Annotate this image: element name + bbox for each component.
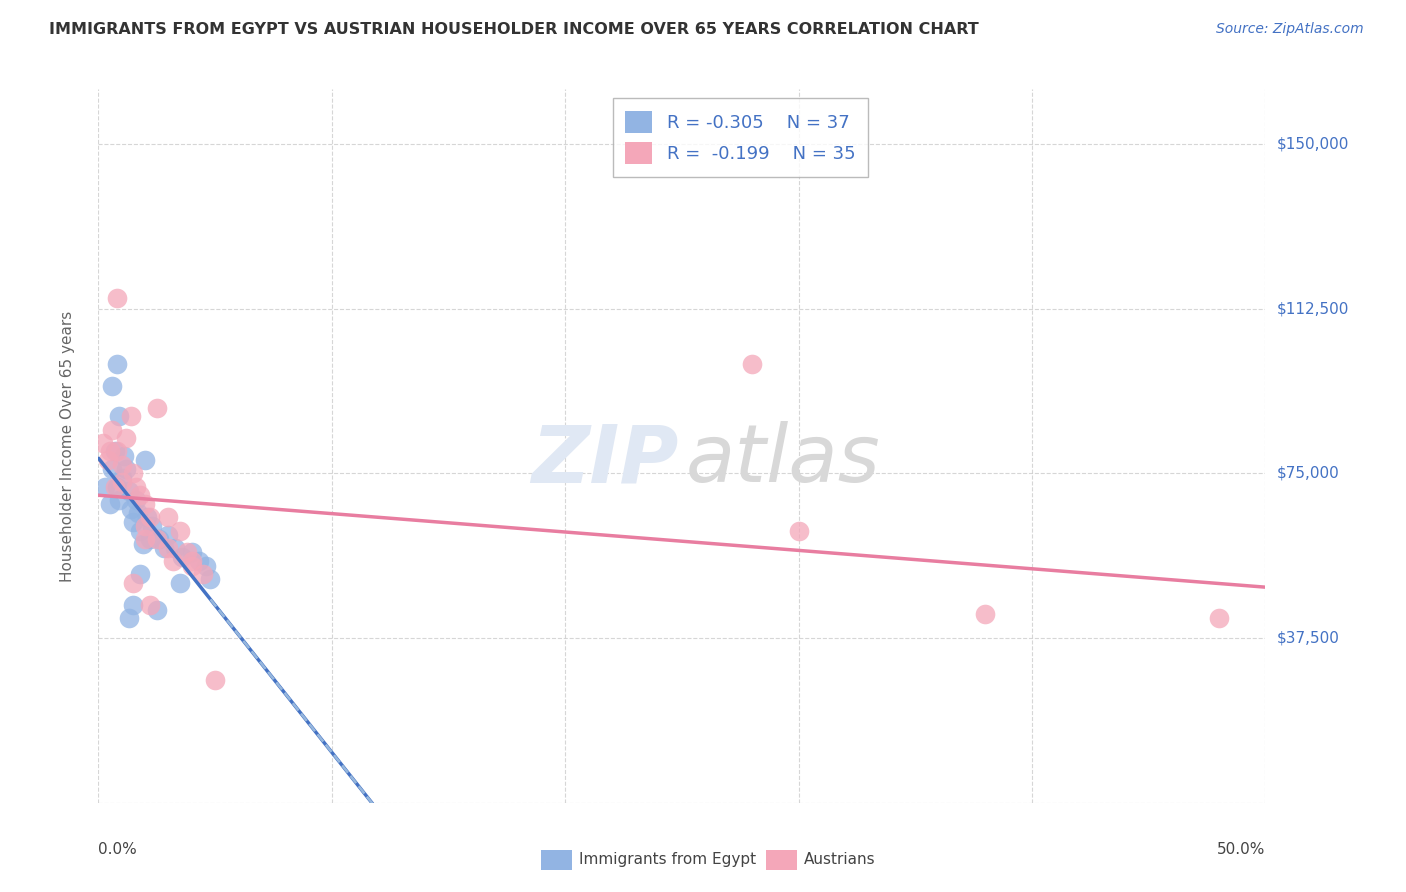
Point [97,453,120,467]
Point [193,567,215,582]
Point [98,497,121,511]
Text: ZIP: ZIP [531,421,679,500]
Point [139,598,162,612]
Point [112,449,135,463]
Point [129,567,152,582]
Text: $150,000: $150,000 [1277,136,1348,152]
Point [111,471,134,485]
Point [200,572,222,586]
Point [115,462,138,476]
Point [180,545,202,559]
Point [157,541,180,555]
Point [105,357,128,371]
Point [129,524,152,538]
Point [157,528,180,542]
Point [134,453,156,467]
Point [111,458,134,472]
Point [120,409,142,424]
Point [104,480,127,494]
Point [169,576,191,591]
Point [134,533,156,547]
Point [125,492,148,507]
Point [105,291,128,305]
Point [122,576,145,591]
Point [108,492,131,507]
Legend: R = -0.305    N = 37, R =  -0.199    N = 35: R = -0.305 N = 37, R = -0.199 N = 35 [613,98,868,177]
Point [108,409,131,424]
Text: $112,500: $112,500 [1277,301,1348,317]
Text: 50.0%: 50.0% [1218,842,1265,857]
Point [139,533,162,547]
Point [157,510,180,524]
Point [141,519,163,533]
Point [194,558,217,573]
Point [122,515,145,529]
Point [176,545,198,559]
Point [187,554,209,568]
Point [180,558,202,573]
Point [125,480,148,494]
Point [118,483,141,498]
Point [105,480,128,494]
Point [98,444,121,458]
Point [111,475,134,490]
Point [104,444,127,458]
Point [169,524,191,538]
Point [122,467,145,481]
Point [148,533,170,547]
Text: $37,500: $37,500 [1277,631,1340,646]
Point [139,510,162,524]
Point [134,497,156,511]
Point [115,431,138,445]
Point [122,598,145,612]
Point [134,519,156,533]
Text: $75,000: $75,000 [1277,466,1340,481]
Text: IMMIGRANTS FROM EGYPT VS AUSTRIAN HOUSEHOLDER INCOME OVER 65 YEARS CORRELATION C: IMMIGRANTS FROM EGYPT VS AUSTRIAN HOUSEH… [49,22,979,37]
Point [146,533,169,547]
Point [741,357,763,371]
Point [118,611,141,625]
Point [180,554,202,568]
Point [94,480,117,494]
Point [1208,611,1230,625]
Point [127,506,149,520]
Point [172,549,194,564]
Point [204,673,226,687]
Point [787,524,810,538]
Text: 0.0%: 0.0% [98,842,138,857]
Y-axis label: Householder Income Over 65 years: Householder Income Over 65 years [60,310,75,582]
Text: Source: ZipAtlas.com: Source: ZipAtlas.com [1216,22,1364,37]
Point [101,423,124,437]
Point [101,378,124,392]
Point [91,435,114,450]
Text: Austrians: Austrians [804,853,876,867]
Point [165,541,187,555]
Point [146,401,169,415]
Point [152,541,174,555]
Point [136,510,159,524]
Point [129,488,152,502]
Point [146,602,169,616]
Point [105,444,128,458]
Point [120,501,142,516]
Text: atlas: atlas [685,421,880,500]
Point [162,554,184,568]
Point [132,537,155,551]
Point [101,462,124,476]
Text: Immigrants from Egypt: Immigrants from Egypt [579,853,756,867]
Point [974,607,997,621]
